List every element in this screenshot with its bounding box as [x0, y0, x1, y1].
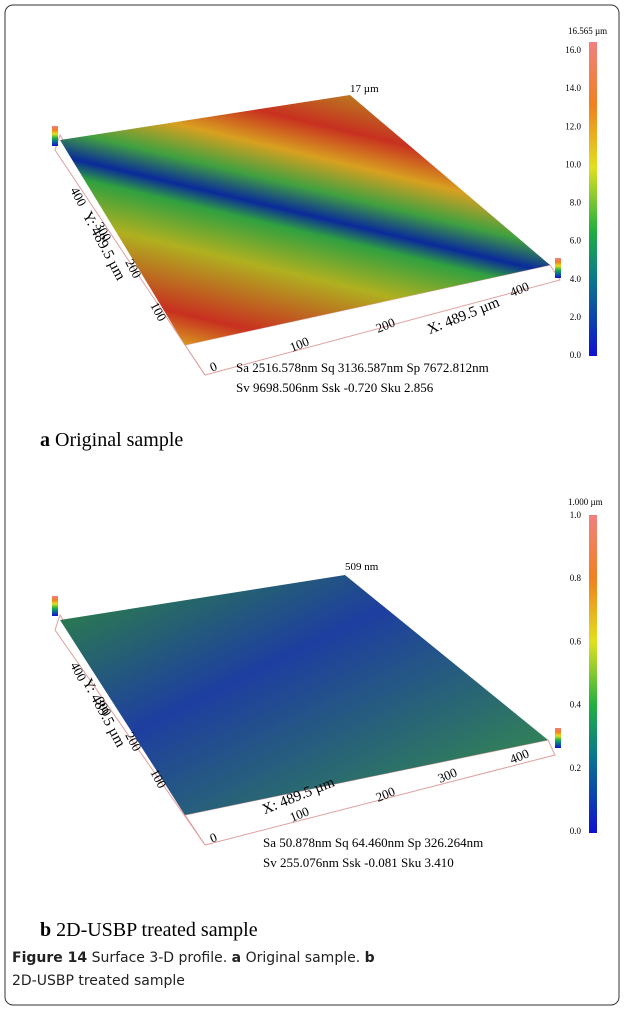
- surface: [60, 95, 550, 345]
- colorbar-tick: 0.8: [570, 573, 582, 583]
- panel-b: 1.000 µm 509 nm Y: 489.5 µm X: 489.5 µm …: [40, 497, 603, 941]
- x-tick-label: 200: [374, 784, 398, 805]
- x-tick-label: 400: [508, 279, 532, 300]
- x-tick-label: 100: [288, 334, 312, 355]
- figure-caption: 2D-USBP treated sample: [12, 973, 185, 989]
- panel-caption: b 2D-USBP treated sample: [40, 919, 258, 941]
- stats: Sa 50.878nm Sq 64.460nm Sp 326.264nm: [263, 835, 483, 850]
- panel-a: 16.565 µm 17 µm Y: 489.5 µm X: 489.5 µm …: [40, 26, 607, 451]
- colorbar-tick: 1.0: [570, 510, 582, 520]
- height-marker: [555, 728, 561, 748]
- x-tick-label: 0: [208, 829, 220, 845]
- caption-text: 2D-USBP treated sample: [56, 919, 258, 941]
- peak-label: 509 nm: [345, 561, 379, 573]
- stats: Sv 255.076nm Ssk -0.081 Sku 3.410: [263, 855, 454, 870]
- colorbar-tick: 6.0: [570, 236, 582, 246]
- height-marker: [555, 258, 561, 278]
- stats: Sa 2516.578nm Sq 3136.587nm Sp 7672.812n…: [236, 360, 489, 375]
- caption-text: Original sample: [55, 429, 183, 451]
- colorbar: [589, 42, 597, 356]
- colorbar-tick: 8.0: [570, 198, 582, 208]
- colorbar-tick: 10.0: [565, 159, 581, 169]
- caption-label: Figure 14: [12, 950, 87, 966]
- caption-text: Surface 3-D profile.: [92, 950, 228, 966]
- height-marker: [52, 126, 58, 146]
- height-marker: [52, 596, 58, 616]
- colorbar-tick: 0.0: [570, 350, 582, 360]
- colorbar-tick: 2.0: [570, 312, 582, 322]
- colorbar-max: 1.000 µm: [568, 497, 603, 507]
- colorbar-tick: 4.0: [570, 274, 582, 284]
- colorbar-max: 16.565 µm: [568, 26, 607, 36]
- colorbar-tick: 0.6: [570, 636, 582, 646]
- caption-letter: b: [40, 919, 51, 941]
- figure-caption: Figure 14 Surface 3-D profile. a Origina…: [12, 950, 375, 966]
- colorbar: [589, 515, 597, 833]
- x-tick-label: 400: [508, 746, 532, 767]
- peak-label: 17 µm: [350, 83, 379, 95]
- x-tick-label: 100: [288, 804, 312, 825]
- colorbar-tick: 16.0: [565, 45, 581, 55]
- panel-caption: a Original sample: [40, 429, 183, 451]
- surface: [60, 575, 548, 815]
- caption-letter: a: [40, 429, 50, 451]
- colorbar-tick: 0.0: [570, 826, 582, 836]
- x-tick-label: 0: [208, 358, 220, 374]
- stats: Sv 9698.506nm Ssk -0.720 Sku 2.856: [236, 380, 434, 395]
- caption-letter: a: [232, 950, 241, 966]
- figure-border: [4, 4, 620, 1006]
- colorbar-tick: 14.0: [565, 83, 581, 93]
- x-tick-label: 300: [436, 765, 460, 786]
- colorbar-tick: 12.0: [565, 121, 581, 131]
- caption-text: Original sample.: [246, 950, 361, 966]
- colorbar-tick: 0.2: [570, 763, 581, 773]
- colorbar-tick: 0.4: [570, 700, 582, 710]
- x-tick-label: 200: [374, 315, 398, 336]
- caption-letter: b: [365, 950, 375, 966]
